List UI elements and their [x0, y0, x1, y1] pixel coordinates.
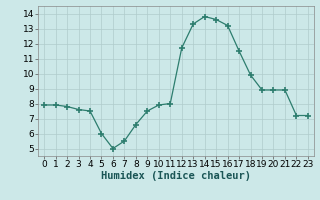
X-axis label: Humidex (Indice chaleur): Humidex (Indice chaleur): [101, 171, 251, 181]
